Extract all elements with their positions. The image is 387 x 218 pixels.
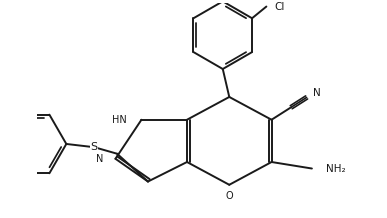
Text: NH₂: NH₂ (326, 164, 346, 174)
Text: N: N (96, 154, 104, 164)
Text: HN: HN (112, 115, 127, 125)
Text: Cl: Cl (274, 2, 284, 12)
Text: N: N (313, 88, 321, 98)
Text: O: O (226, 191, 233, 201)
Text: S: S (91, 142, 98, 152)
